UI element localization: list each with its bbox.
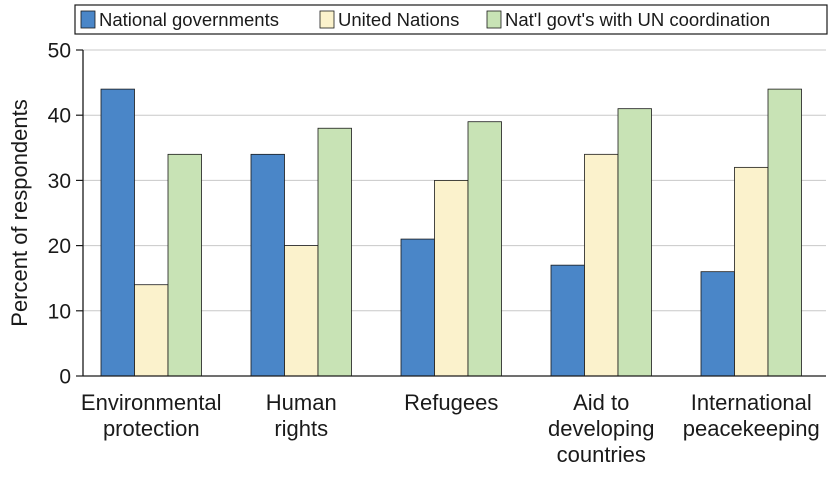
legend-swatch — [80, 10, 96, 29]
legend-label: United Nations — [338, 9, 459, 30]
x-category-label: Environmental protection — [81, 390, 222, 441]
bar-1-1 — [284, 245, 319, 377]
bar-1-2 — [434, 179, 469, 377]
y-tick-label: 40 — [48, 105, 71, 128]
bar-2-3 — [617, 108, 652, 377]
legend: National governments United Nations Nat'l … — [74, 4, 828, 35]
axes — [76, 49, 826, 377]
bar-0-4 — [700, 271, 735, 377]
y-tick-label: 10 — [48, 300, 71, 323]
legend-label: National governments — [99, 9, 279, 30]
bar-2-2 — [467, 121, 502, 377]
x-category-label: International peacekeeping — [683, 390, 820, 441]
bar-1-4 — [734, 166, 769, 377]
y-axis-title: Percent of respondents — [7, 99, 32, 326]
bar-2-0 — [167, 153, 202, 377]
bar-2-4 — [767, 88, 802, 377]
legend-swatch — [319, 10, 335, 29]
bars — [100, 88, 802, 377]
bar-0-3 — [550, 264, 585, 377]
bar-1-3 — [584, 153, 619, 377]
bar-0-1 — [250, 153, 285, 377]
labels: 0 10 20 30 40 50 Environmental protection Human r… — [7, 40, 820, 468]
y-tick-label: 50 — [48, 40, 71, 63]
x-category-label: Human rights — [266, 390, 337, 441]
x-category-label: Aid to developing countries — [548, 390, 654, 467]
y-tick-label: 30 — [48, 170, 71, 193]
legend-box — [74, 4, 828, 35]
bar-0-2 — [400, 238, 435, 377]
y-tick-label: 20 — [48, 235, 71, 258]
x-category-label: Refugees — [404, 390, 498, 415]
legend-label: Nat'l govt's with UN coordination — [505, 9, 770, 30]
bar-1-0 — [134, 284, 169, 377]
bar-0-0 — [100, 88, 135, 377]
legend-swatch — [486, 10, 502, 29]
bar-2-1 — [317, 127, 352, 377]
y-tick-label: 0 — [59, 366, 71, 389]
